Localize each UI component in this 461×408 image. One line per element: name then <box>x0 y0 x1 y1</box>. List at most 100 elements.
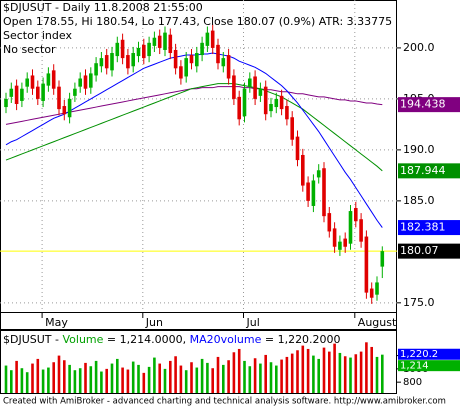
candle-body <box>253 76 257 99</box>
volume-header-part: $DJUSUT - <box>3 333 62 346</box>
volume-bar <box>290 353 294 393</box>
volume-header: $DJUSUT - Volume = 1,214.0000, MA20volum… <box>3 333 341 346</box>
volume-bar <box>184 370 188 393</box>
candle-body <box>210 30 215 48</box>
volume-bar <box>211 368 214 393</box>
candle-body <box>110 53 114 71</box>
candle-body <box>269 104 273 112</box>
volume-bar <box>365 342 368 393</box>
candle-body <box>9 88 14 97</box>
candle-body <box>20 88 24 101</box>
volume-bar <box>232 352 236 393</box>
volume-bar <box>343 356 347 393</box>
volume-pane-border <box>0 330 397 394</box>
candle-body <box>78 78 82 87</box>
volume-bar <box>4 365 8 393</box>
y-tick-label: 190.0 <box>403 143 435 156</box>
volume-bar <box>31 363 34 393</box>
volume-bar <box>328 351 331 393</box>
candle-body <box>189 55 194 64</box>
volume-bar <box>375 356 379 393</box>
candle-body <box>348 211 353 244</box>
volume-bar <box>190 362 193 393</box>
volume-bar <box>237 348 241 393</box>
footer: Created with AmiBroker - advanced charti… <box>3 397 446 407</box>
candle-body <box>142 44 146 59</box>
volume-bar <box>206 362 209 393</box>
candle-body <box>46 73 51 86</box>
candle-body <box>195 53 199 67</box>
volume-bar <box>126 369 130 393</box>
candle-body <box>157 35 162 48</box>
candle-body <box>120 39 125 59</box>
note: No sector <box>3 43 56 56</box>
volume-bar <box>121 367 124 393</box>
volume-bar <box>296 350 299 393</box>
candle-body <box>41 83 45 101</box>
candle-body <box>295 136 300 161</box>
volume-bar <box>63 360 66 393</box>
volume-bar <box>275 365 278 393</box>
candle-body <box>115 42 120 57</box>
candle-body <box>131 53 135 67</box>
volume-bar <box>248 366 252 393</box>
last-close-label: 180.07 <box>400 244 439 257</box>
volume-bar <box>359 351 363 393</box>
volume-bar <box>89 366 93 393</box>
volume-bar <box>243 360 246 393</box>
volume-bar <box>169 360 172 393</box>
candle-body <box>263 86 268 115</box>
candle-body <box>36 86 40 99</box>
volume-header-part: = 1,214.0000, <box>103 333 189 346</box>
candle-body <box>205 32 210 46</box>
volume-tick-label: 800 <box>403 377 422 388</box>
candle-body <box>136 47 141 57</box>
x-tick-label: Jul <box>246 316 260 329</box>
volume-bar <box>105 368 108 393</box>
price-pane-border <box>0 0 397 330</box>
volume-header-part: = 1,220.2000 <box>261 333 340 346</box>
volume-bar <box>78 368 82 393</box>
candle-body <box>237 96 241 120</box>
candle-body <box>343 238 347 247</box>
marks <box>0 0 397 393</box>
candle-body <box>94 63 98 76</box>
volume-bar <box>179 365 183 393</box>
volume-bar <box>322 347 326 393</box>
candle-body <box>380 251 385 267</box>
x-tick-label: May <box>45 316 68 329</box>
candle-body <box>99 58 104 67</box>
last-value-label: 182.381 <box>400 221 446 234</box>
candle-body <box>89 73 93 88</box>
volume-bar <box>147 366 151 393</box>
last-value-label: 187.944 <box>400 164 446 177</box>
candle-body <box>126 55 130 69</box>
y-tick-label: 175.0 <box>403 296 435 309</box>
volume-bar <box>84 362 87 393</box>
candle-body <box>285 106 289 120</box>
volume-bar <box>52 362 55 393</box>
volume-bar <box>153 357 156 393</box>
candle-body <box>322 168 326 217</box>
last-close-label-bg <box>398 243 460 259</box>
last-value-label-bg <box>398 163 460 179</box>
volume-bar <box>116 358 119 393</box>
volume-bar <box>285 356 289 393</box>
volume-bar <box>227 360 230 393</box>
candle-body <box>4 98 8 108</box>
candle-body <box>62 106 67 115</box>
volume-bar <box>200 358 204 393</box>
candle-body <box>248 78 252 87</box>
x-tick-label: August <box>358 316 397 329</box>
volume-bar <box>269 362 273 393</box>
candle-body <box>184 58 188 77</box>
candle-body <box>338 241 342 250</box>
chart-title: $DJUSUT - Daily 11.8.2008 21:55:00 <box>3 1 203 14</box>
candle-body <box>163 32 167 50</box>
last-value-label: 194.438 <box>400 98 446 111</box>
volume-bar <box>137 364 140 393</box>
candle-body <box>67 98 72 118</box>
candle-body <box>14 85 19 104</box>
last-value-label-bg <box>398 97 460 113</box>
